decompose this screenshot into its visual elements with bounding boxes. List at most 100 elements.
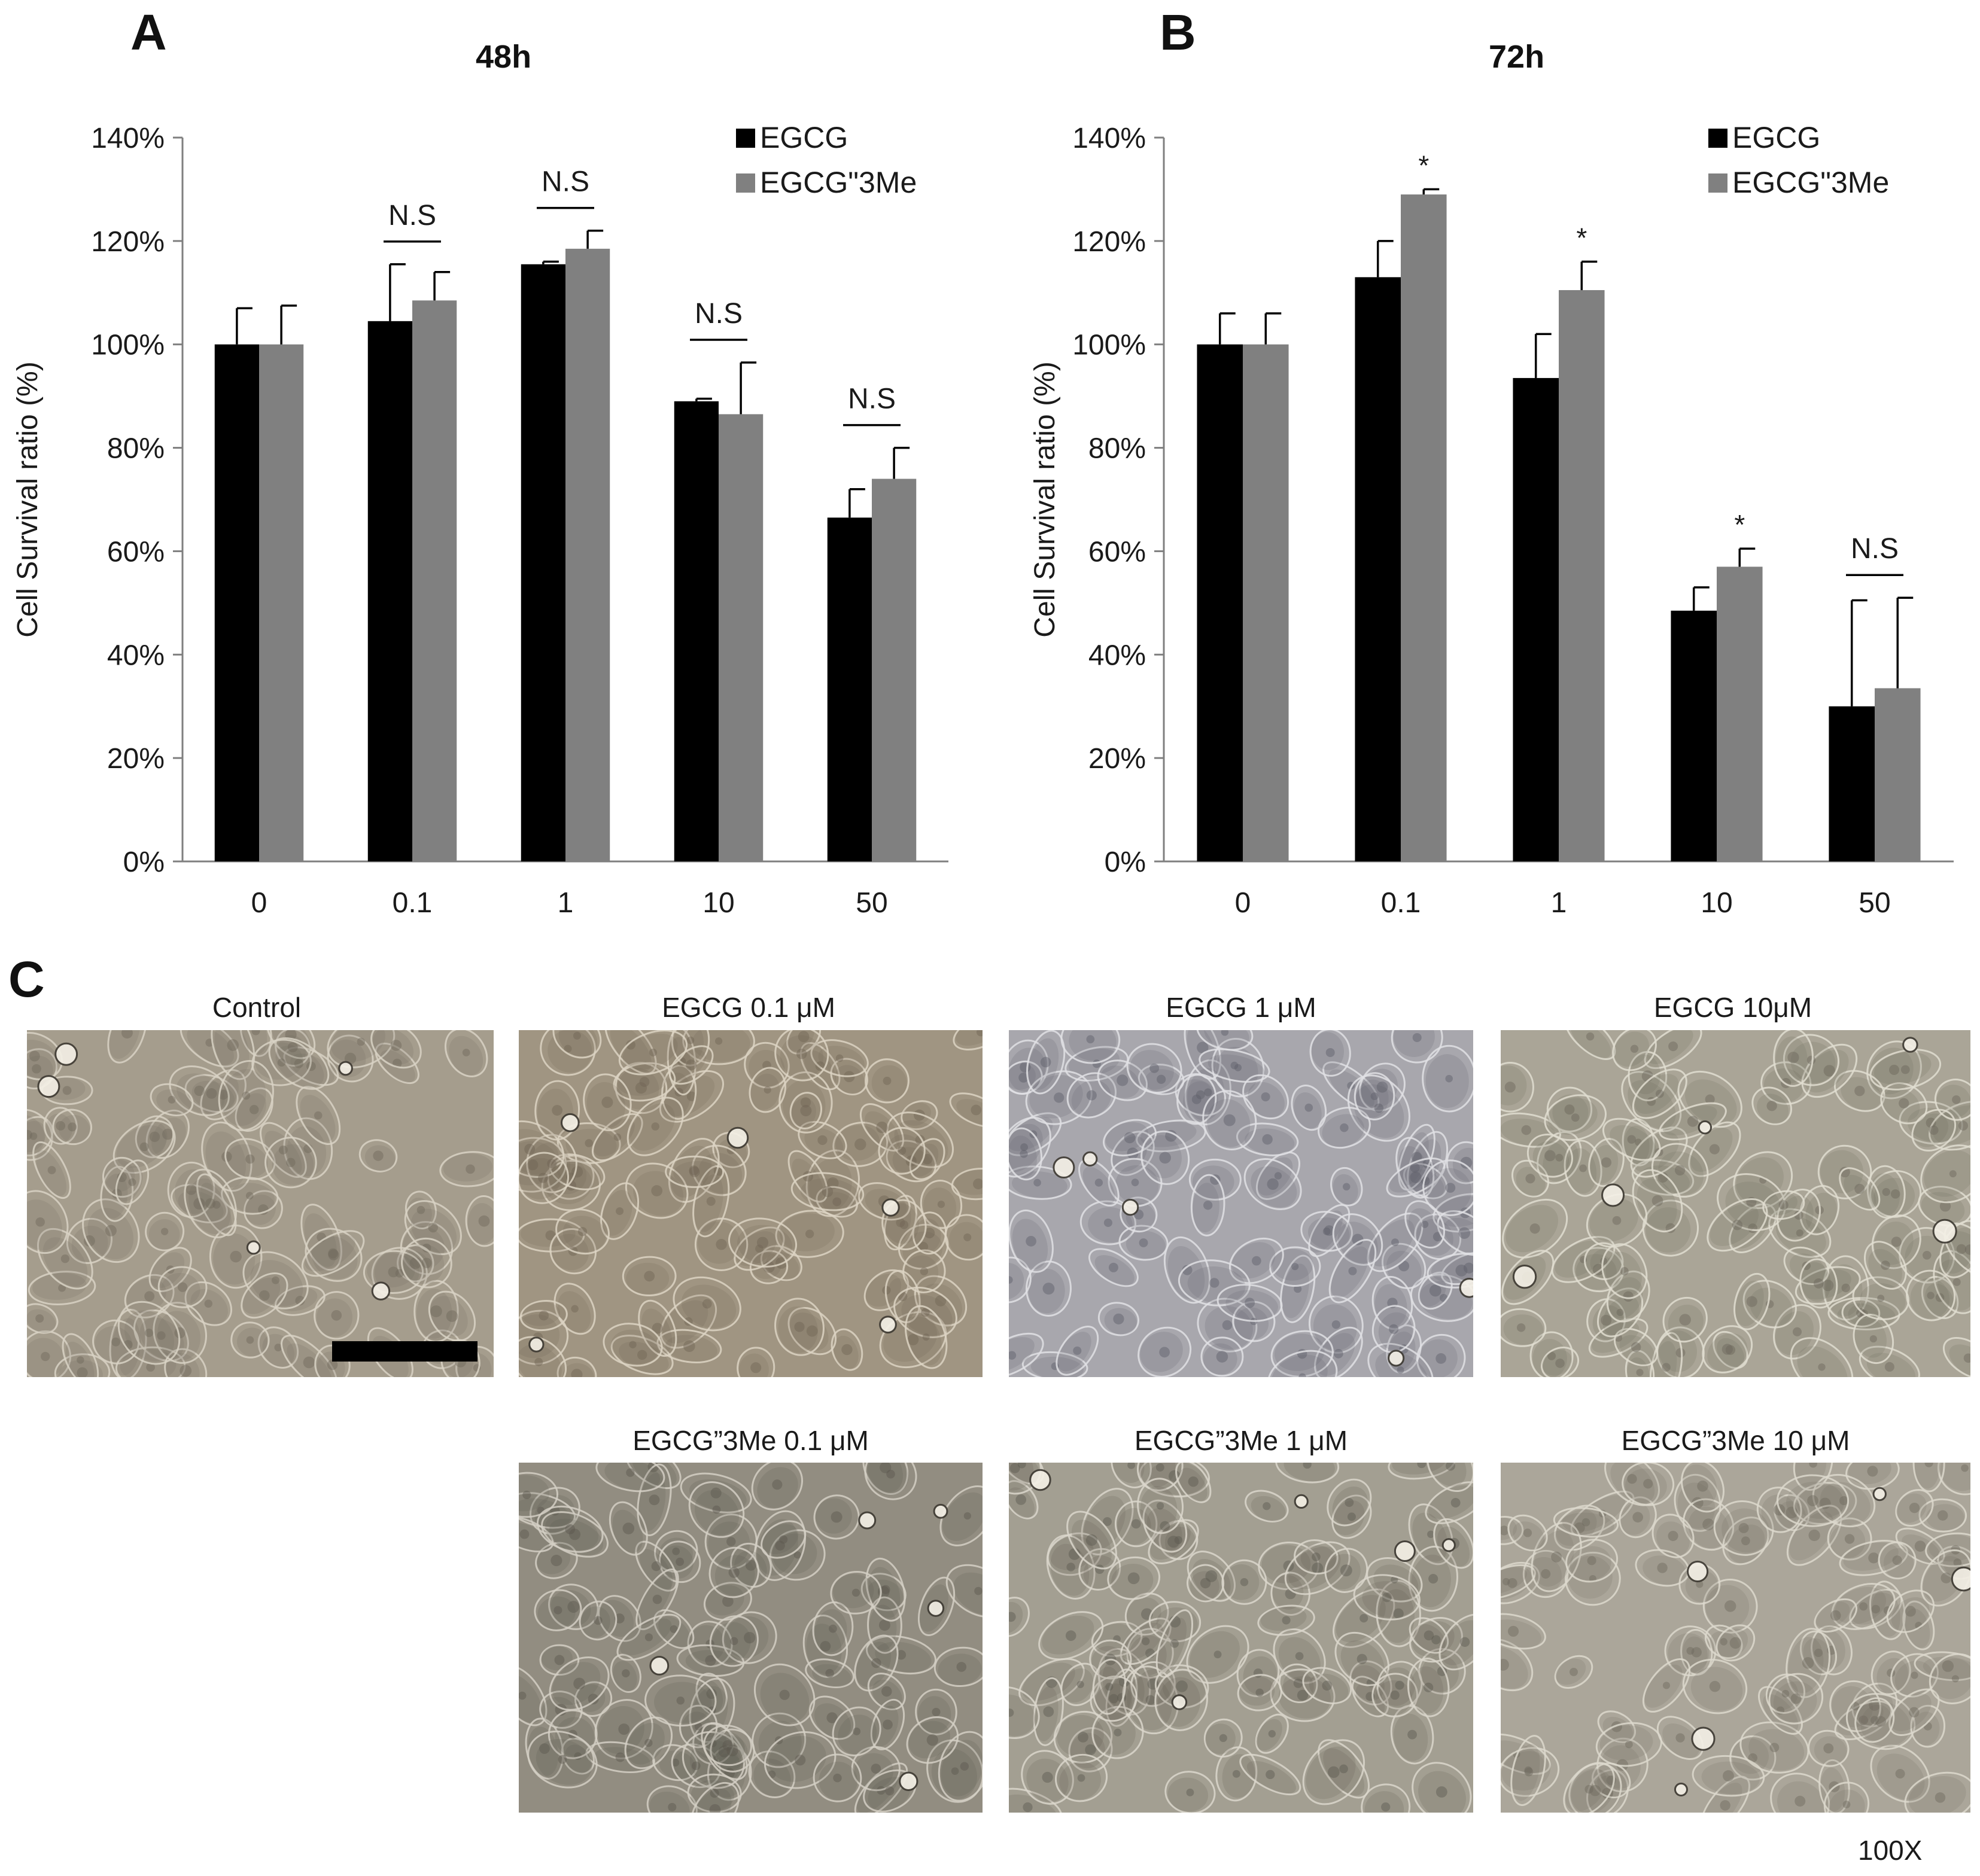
cell-nucleus — [851, 1588, 860, 1597]
cell-body — [1443, 1217, 1473, 1254]
cell-outline — [1386, 1324, 1422, 1374]
cell-nucleus — [676, 1696, 685, 1705]
cell-outline — [1118, 1225, 1169, 1261]
cell-body — [562, 1216, 606, 1252]
cell-outline — [1707, 1198, 1768, 1252]
cell-body — [1329, 1069, 1374, 1108]
bar-egcg — [1513, 377, 1559, 861]
cell-body — [1283, 1670, 1314, 1702]
cell-body — [1225, 1290, 1278, 1320]
cell-nucleus — [1551, 1551, 1562, 1563]
cell-nucleus — [35, 1217, 45, 1227]
cell-body — [116, 1125, 166, 1168]
cell-body — [229, 1183, 275, 1213]
cell-outline — [1300, 1211, 1353, 1252]
bright-cell — [1388, 1350, 1405, 1367]
micrograph-label-egcg3me-0-1: EGCG”3Me 0.1 μM — [632, 1425, 869, 1456]
cell-nucleus — [817, 1135, 828, 1145]
cell-nucleus — [1555, 1359, 1565, 1368]
cell-body — [1009, 1463, 1034, 1491]
cell-body — [1721, 1508, 1770, 1553]
cell-body — [202, 1075, 239, 1116]
cell-outline — [1564, 1551, 1621, 1606]
cell-nucleus — [730, 1637, 738, 1646]
cell-body — [1009, 1135, 1037, 1178]
cell-nucleus — [1769, 1743, 1780, 1753]
cell-outline — [1573, 1247, 1625, 1293]
cell-outline — [1757, 1686, 1803, 1735]
cell-body — [1662, 1106, 1717, 1136]
cell-body — [65, 1341, 95, 1377]
cell-outline — [1441, 1251, 1473, 1286]
cell-body — [698, 1153, 743, 1194]
cell-body — [1192, 1165, 1234, 1199]
cell-outline — [598, 1595, 641, 1642]
cell-outline — [774, 1030, 829, 1082]
cell-outline — [886, 1111, 954, 1168]
legend-swatch-egcg3me — [1708, 173, 1727, 193]
cell-outline — [54, 1353, 111, 1377]
cell-outline — [1176, 1074, 1217, 1125]
cell-body — [750, 1073, 780, 1110]
cell-body — [620, 1618, 672, 1656]
cell-body — [1012, 1219, 1048, 1269]
cell-outline — [1899, 1101, 1963, 1145]
cell-outline — [1324, 1548, 1368, 1593]
cell-nucleus — [689, 1166, 700, 1177]
cell-body — [1357, 1079, 1389, 1118]
cell-outline — [787, 1150, 828, 1203]
cell-body — [1668, 1633, 1710, 1674]
cell-body — [1883, 1548, 1914, 1578]
cell-outline — [1651, 1513, 1695, 1558]
cell-nucleus — [820, 1641, 831, 1652]
cell-nucleus — [1895, 1768, 1905, 1779]
cell-nucleus — [795, 1755, 806, 1766]
cell-body — [1009, 1337, 1035, 1373]
cell-body — [1736, 1157, 1784, 1204]
cell-outline — [1409, 1617, 1463, 1663]
cell-nucleus — [1781, 1689, 1790, 1698]
cell-body — [1605, 1251, 1642, 1296]
cell-nucleus — [1370, 1092, 1379, 1101]
cell-body — [1923, 1556, 1964, 1602]
cell-body — [1688, 1506, 1729, 1549]
cell-nucleus — [1345, 1498, 1354, 1508]
cell-nucleus — [1325, 1047, 1335, 1057]
cell-body — [1431, 1254, 1473, 1283]
cell-nucleus — [1230, 1061, 1239, 1070]
cell-outline — [135, 1115, 175, 1159]
cell-nucleus — [1322, 1680, 1333, 1691]
cell-body — [1354, 1084, 1404, 1138]
cell-nucleus — [571, 1166, 583, 1178]
cell-nucleus — [1381, 1802, 1391, 1812]
cell-nucleus — [1914, 1540, 1926, 1552]
cell-body — [1205, 1723, 1236, 1755]
cell-nucleus — [1589, 1784, 1601, 1796]
cell-nucleus — [1463, 1262, 1473, 1274]
cell-body — [1421, 1655, 1459, 1692]
cell-nucleus — [937, 1201, 945, 1208]
cell-body — [865, 1111, 900, 1150]
cell-outline — [1097, 1648, 1151, 1716]
cell-outline — [1682, 1658, 1748, 1714]
cell-nucleus — [144, 1329, 154, 1338]
cell-nucleus — [829, 1624, 837, 1633]
cell-body — [594, 1747, 650, 1772]
bar-egcg3me — [719, 414, 764, 861]
cell-body — [312, 1236, 358, 1280]
significance-label: N.S — [1851, 533, 1899, 565]
cell-body — [856, 1642, 892, 1687]
cell-outline — [1033, 1677, 1064, 1746]
cell-nucleus — [1322, 1227, 1331, 1235]
cell-outline — [445, 1030, 488, 1077]
cell-body — [705, 1731, 743, 1777]
cell-outline — [687, 1773, 742, 1813]
cell-body — [639, 1549, 673, 1589]
y-axis-label: Cell Survival ratio (%) — [1029, 361, 1061, 637]
cell-body — [1797, 1346, 1848, 1377]
cell-nucleus — [1312, 1562, 1324, 1574]
cell-nucleus — [775, 1540, 785, 1551]
cell-outline — [668, 1045, 714, 1085]
legend-label-egcg3me: EGCG"3Me — [760, 166, 917, 199]
cell-outline — [652, 1744, 699, 1781]
